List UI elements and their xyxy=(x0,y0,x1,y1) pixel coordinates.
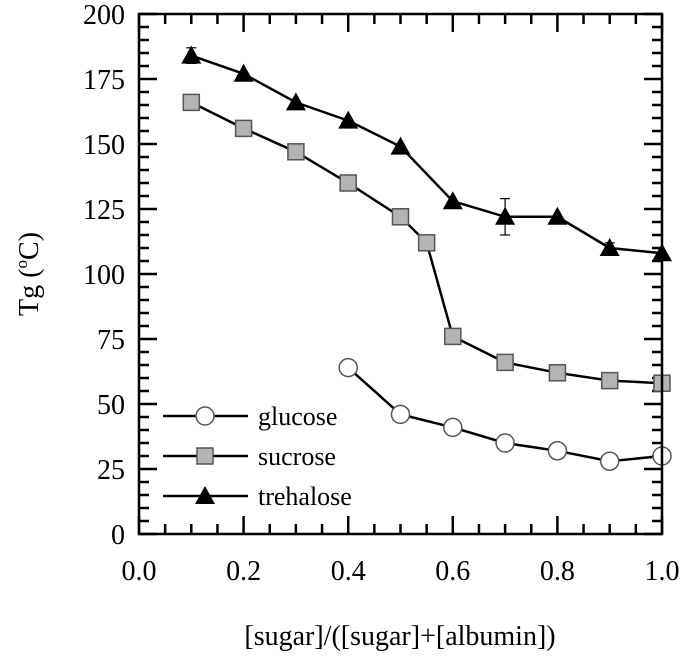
sucrose-point xyxy=(496,353,514,372)
legend-label: trehalose xyxy=(258,482,352,511)
y-tick-label: 75 xyxy=(97,325,125,356)
glucose-point xyxy=(390,404,411,425)
sucrose-point xyxy=(444,327,462,346)
sucrose-point xyxy=(391,208,410,226)
trehalose-point xyxy=(233,63,254,82)
y-axis-label: Tg (oC) xyxy=(12,232,45,316)
glucose-point xyxy=(495,433,515,453)
legend-marker xyxy=(195,486,215,504)
sucrose-point xyxy=(417,234,436,252)
svg-text:Tg (oC): Tg (oC) xyxy=(12,232,45,316)
y-tick-label: 25 xyxy=(97,455,125,486)
y-tick-label: 125 xyxy=(83,195,125,226)
x-tick-label: 0.6 xyxy=(435,556,470,587)
y-tick-label: 100 xyxy=(83,260,125,291)
x-tick-label: 0.2 xyxy=(226,556,261,587)
legend-label: glucose xyxy=(258,402,337,431)
y-tick-label: 0 xyxy=(111,520,125,551)
y-tick-label: 150 xyxy=(83,130,125,161)
x-tick-label: 0.4 xyxy=(331,556,366,587)
trehalose-point xyxy=(390,136,411,155)
glucose-point xyxy=(338,357,358,378)
sucrose-point xyxy=(548,364,567,382)
trehalose-point xyxy=(285,92,306,111)
trehalose-point xyxy=(338,110,359,129)
sucrose-point xyxy=(287,143,305,161)
series-sucrose xyxy=(182,93,671,392)
y-tick-label: 175 xyxy=(83,65,125,96)
glucose-point xyxy=(547,441,568,461)
x-axis-label: [sugar]/([sugar]+[albumin]) xyxy=(244,621,555,652)
series-glucose xyxy=(338,357,672,471)
trehalose-point xyxy=(495,206,516,225)
glucose-point xyxy=(599,451,620,471)
legend-item-glucose: glucose xyxy=(163,402,337,431)
trehalose-point xyxy=(442,191,463,210)
trehalose-point xyxy=(599,238,620,256)
x-tick-label: 0.8 xyxy=(540,556,575,587)
y-tick-label: 50 xyxy=(97,390,125,421)
trehalose-point xyxy=(181,45,202,64)
glucose-point xyxy=(443,417,463,438)
x-tick-label: 0.0 xyxy=(122,556,157,587)
trehalose-line xyxy=(190,54,663,255)
sucrose-point xyxy=(339,174,357,192)
sucrose-point xyxy=(234,119,253,138)
plot-frame xyxy=(137,12,664,536)
y-tick-label: 200 xyxy=(83,0,125,31)
sucrose-point xyxy=(600,371,619,390)
legend-marker xyxy=(196,447,214,465)
legend-item-trehalose: trehalose xyxy=(163,482,352,511)
legend-item-sucrose: sucrose xyxy=(163,442,336,471)
x-tick-label: 1.0 xyxy=(645,556,680,587)
legend-marker xyxy=(195,406,215,426)
sucrose-point xyxy=(182,93,201,112)
series-trehalose xyxy=(181,45,672,262)
legend-label: sucrose xyxy=(258,442,336,471)
trehalose-point xyxy=(547,206,568,225)
